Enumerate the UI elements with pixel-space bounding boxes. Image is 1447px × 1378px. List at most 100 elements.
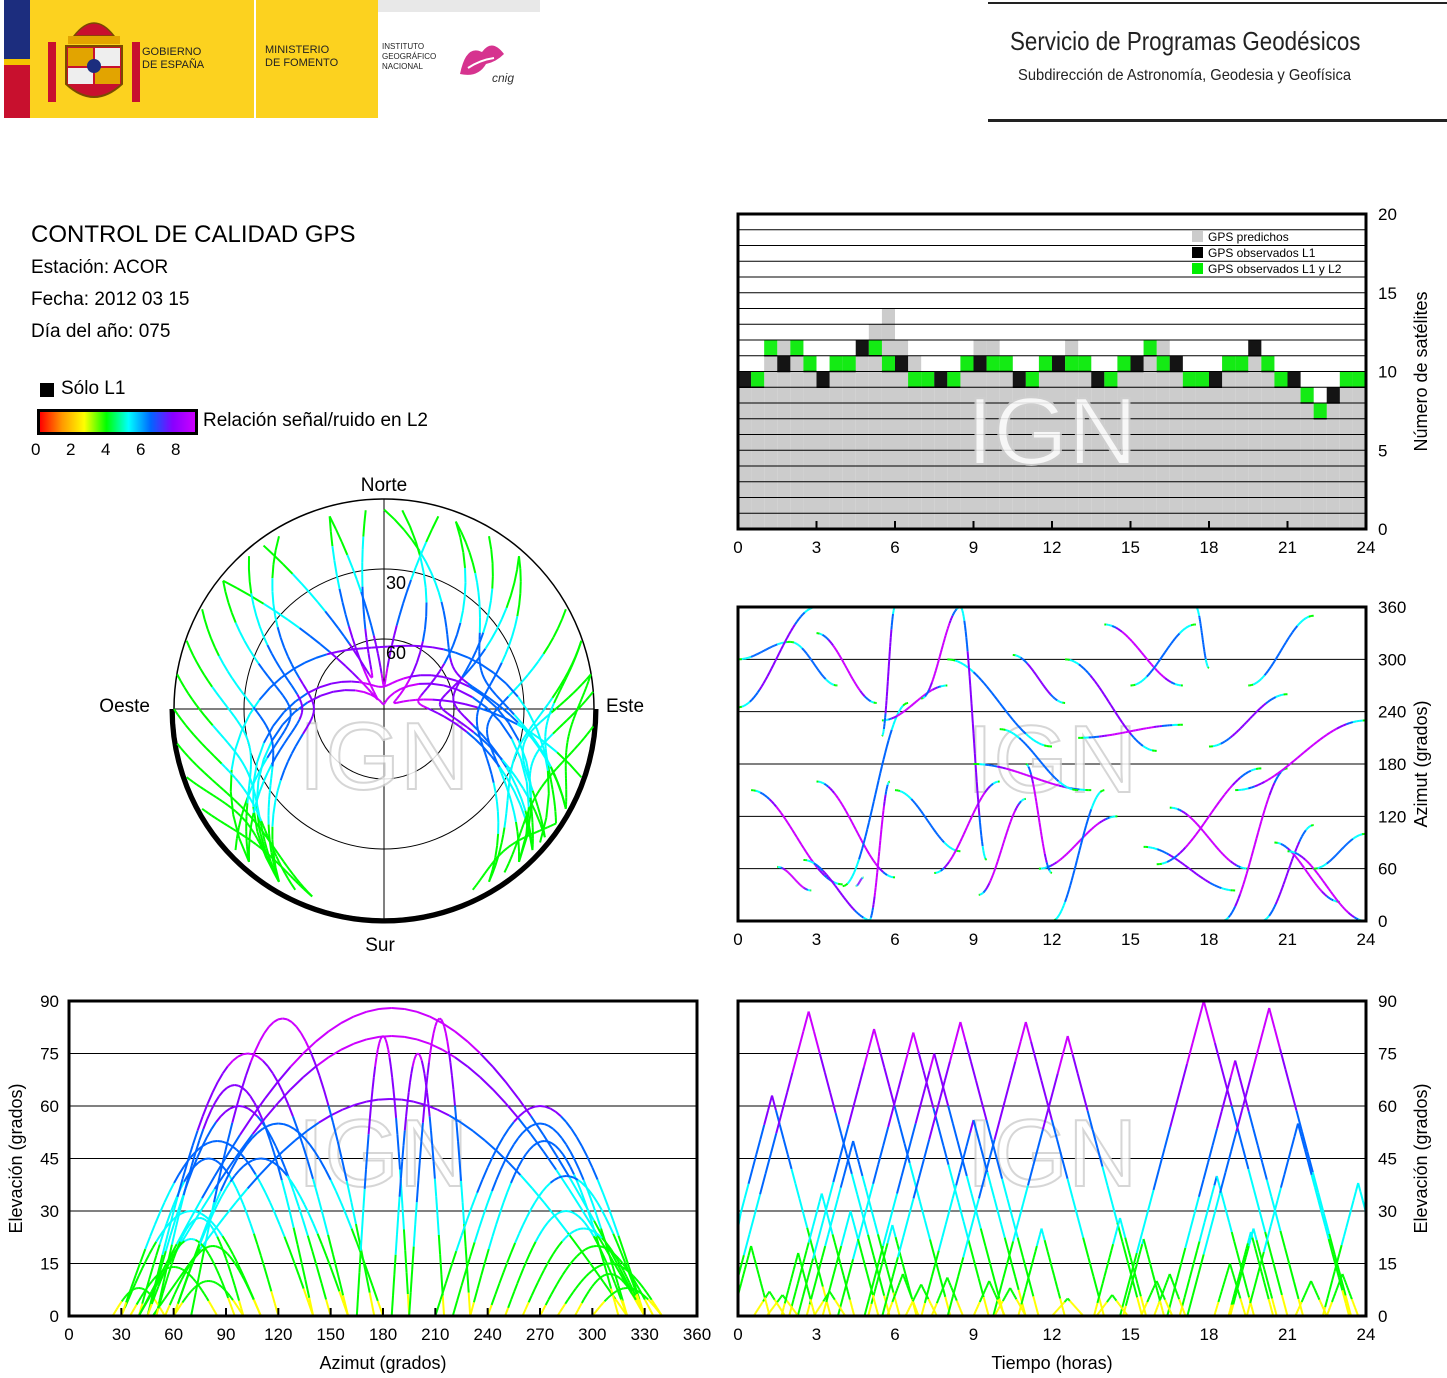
azimuth-track [941, 867, 945, 871]
sky-track [270, 856, 275, 860]
elev-time-track [782, 1139, 789, 1155]
sky-track [584, 684, 588, 690]
azimuth-track [1270, 786, 1274, 792]
azimuth-track [915, 699, 919, 703]
sky-track [576, 741, 582, 747]
elev-time-track [1279, 1048, 1287, 1070]
azimuth-track [1026, 764, 1029, 767]
azimuth-track [796, 618, 800, 623]
sky-track [577, 702, 582, 707]
elev-time-track [1096, 1147, 1104, 1167]
sky-track [510, 843, 514, 847]
elev-az-track [574, 1213, 579, 1217]
elev-az-track [596, 1179, 604, 1193]
elev-time-track [754, 1310, 758, 1314]
azimuth-track [1082, 667, 1087, 672]
elev-az-track [292, 1116, 299, 1131]
elev-time-track [1035, 1060, 1043, 1082]
elev-az-track [166, 1215, 174, 1236]
elev-az-track [220, 1111, 227, 1117]
azimuth-track [1179, 861, 1184, 865]
azimuth-track [823, 871, 828, 876]
azimuth-track [1268, 790, 1273, 796]
elev-az-track [207, 1140, 213, 1145]
azimuth-track [957, 660, 961, 664]
sky-track [495, 618, 503, 631]
elev-az-track [364, 1269, 371, 1293]
sky-track [449, 657, 453, 663]
elev-az-track [595, 1308, 599, 1313]
elev-time-track [947, 1164, 955, 1184]
azimuth-track [1253, 711, 1257, 715]
azimuth-track [1301, 864, 1305, 869]
azimuth-track [847, 670, 851, 674]
sky-track [298, 677, 304, 685]
azimuth-track [926, 691, 929, 695]
sky-track [477, 591, 481, 602]
azimuth-track [762, 649, 765, 653]
sky-track [319, 682, 332, 689]
azimuth-track [859, 690, 863, 694]
azimuth-track [1087, 829, 1091, 834]
sky-track [555, 694, 559, 700]
sky-track [476, 707, 480, 713]
azimuth-track [1011, 812, 1015, 817]
sky-track [460, 531, 467, 543]
elev-az-track [526, 1209, 532, 1218]
elev-az-track [590, 1245, 595, 1248]
sky-track [272, 603, 277, 617]
elev-az-track [288, 1248, 295, 1263]
elev-az-track [617, 1276, 621, 1280]
sky-track [574, 711, 578, 716]
elev-az-track [428, 1050, 432, 1063]
azimuth-track [800, 613, 804, 618]
azimuth-track [790, 874, 793, 877]
azimuth-track [797, 882, 801, 885]
sky-track [572, 688, 579, 694]
azimuth-track [1073, 843, 1077, 848]
elev-az-track [513, 1115, 520, 1123]
sky-track [226, 706, 232, 713]
sky-track [226, 741, 232, 748]
sky-track [227, 804, 232, 809]
azimuth-track [1154, 847, 1158, 851]
elev-time-track [1251, 1048, 1260, 1070]
sky-track [279, 770, 286, 781]
azimuth-track [1005, 767, 1010, 771]
elev-az-track [647, 1298, 651, 1303]
azimuth-track [988, 880, 992, 884]
elev-az-track [528, 1247, 534, 1255]
elev-az-track [510, 1174, 516, 1184]
sky-track [329, 531, 334, 547]
elev-az-track [233, 1285, 238, 1294]
elev-az-track [588, 1288, 592, 1292]
eu-flag-strip [4, 0, 30, 118]
elev-time-track [1223, 1203, 1228, 1214]
x-tick-label: 21 [1278, 930, 1297, 949]
azimuth-track [983, 682, 988, 687]
sky-track [416, 652, 422, 663]
azimuth-track [1094, 680, 1098, 685]
sky-track [418, 702, 422, 706]
azimuth-track [874, 887, 877, 893]
elev-az-track [541, 1186, 548, 1192]
azimuth-track [1175, 807, 1178, 811]
azimuth-track [800, 844, 805, 849]
sky-track [205, 747, 211, 753]
sky-track [287, 872, 292, 877]
sky-track [455, 679, 471, 688]
azimuth-track [926, 820, 931, 824]
elev-time-track [1290, 1089, 1298, 1111]
elev-az-track [255, 1304, 260, 1311]
sky-track [258, 764, 265, 773]
azimuth-track [1200, 823, 1205, 829]
azimuth-track [1119, 629, 1123, 633]
elev-az-track [186, 1238, 190, 1241]
elev-time-track [794, 1183, 801, 1199]
azimuth-track [1226, 916, 1230, 920]
azimuth-track [1049, 693, 1053, 697]
elev-az-track [327, 1048, 342, 1059]
azimuth-track [1283, 765, 1289, 770]
elev-az-track [316, 1233, 323, 1245]
azimuth-track [1154, 663, 1158, 668]
